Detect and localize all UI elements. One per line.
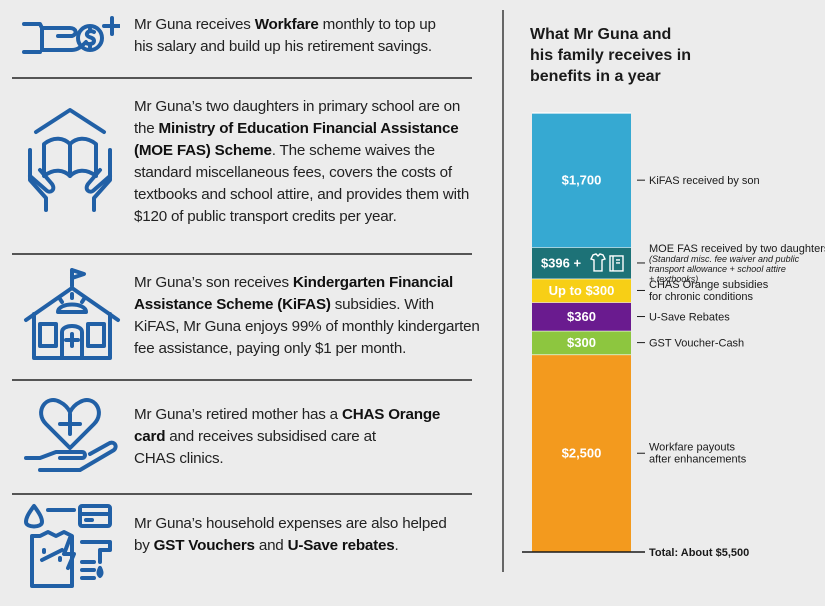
text-run: his salary and build up his retirement s… (134, 38, 432, 55)
text-run: monthly to top up (318, 16, 436, 33)
row-chas: Mr Guna’s retired mother has a CHAS Oran… (12, 392, 472, 482)
row-kifas: Mr Guna’s son receives Kindergarten Fina… (12, 268, 480, 369)
text-line: KiFAS, Mr Guna enjoys 99% of monthly kin… (134, 316, 484, 338)
heart-cross-hand-icon (20, 392, 124, 481)
segment-value-label: $396 + (541, 255, 582, 270)
bold-text: GST Vouchers (153, 537, 255, 554)
text-run: subsidies. With (330, 296, 434, 313)
category-note: + textbooks) (649, 274, 698, 284)
category-label: MOE FAS received by two daughters (649, 243, 825, 255)
text-line: CHAS clinics. (134, 448, 484, 470)
bold-text: card (134, 428, 166, 445)
text-line: Assistance Scheme (KiFAS) subsidies. Wit… (134, 294, 484, 316)
text-line: his salary and build up his retirement s… (134, 36, 484, 58)
category-note: transport allowance + school attire (649, 264, 786, 274)
category-label: for chronic conditions (649, 291, 753, 303)
bold-text: Assistance Scheme (KiFAS) (134, 296, 331, 313)
category-label: CHAS Orange subsidies (649, 279, 769, 291)
text-run: Mr Guna’s son receives (134, 274, 293, 291)
text-run: Mr Guna’s retired mother has a (134, 406, 342, 423)
kindergarten-building-icon (20, 268, 124, 369)
text-line: Mr Guna’s household expenses are also he… (134, 513, 484, 535)
bold-text: CHAS Orange (341, 406, 441, 423)
segment-value-label: $360 (567, 309, 596, 324)
divider (12, 493, 472, 495)
text-line: Mr Guna receives Workfare monthly to top… (134, 14, 484, 36)
benefits-chart-panel: What Mr Guna and his family receives in … (504, 0, 825, 606)
divider (12, 77, 472, 79)
total-label: Total: About $5,500 (649, 547, 749, 559)
text-line: by GST Vouchers and U-Save rebates. (134, 535, 484, 557)
category-label: after enhancements (649, 454, 747, 466)
row-workfare: Mr Guna receives Workfare monthly to top… (12, 14, 472, 64)
text-run: CHAS clinics. (134, 450, 224, 467)
text-run: . The scheme waives the (271, 142, 435, 159)
text-line: Mr Guna’s retired mother has a CHAS Oran… (134, 404, 484, 426)
text-run: textbooks and school attire, and provide… (134, 186, 470, 203)
text-line: the Ministry of Education Financial Assi… (134, 118, 484, 140)
segment-value-label: Up to $300 (549, 283, 615, 298)
bar-segment (532, 330, 631, 355)
bar-segment (532, 354, 631, 552)
household-bills-icon (20, 502, 124, 593)
divider (12, 379, 472, 381)
text-run: standard miscellaneous fees, covers the … (134, 164, 452, 181)
text-run: and (254, 537, 288, 554)
bold-text: Ministry of Education Financial Assistan… (158, 120, 459, 137)
text-line: (MOE FAS) Scheme. The scheme waives the (134, 140, 484, 162)
book-icon (609, 255, 624, 272)
row-gst: Mr Guna’s household expenses are also he… (12, 500, 472, 590)
text-run: fee assistance, paying only $1 per month… (134, 340, 407, 357)
chart-title: What Mr Guna and his family receives in … (530, 24, 730, 87)
text-line: card and receives subsidised care at (134, 426, 484, 448)
hand-coin-plus-icon (20, 14, 122, 67)
vertical-separator (502, 10, 504, 572)
text-run: . (394, 537, 399, 554)
text-run: Mr Guna receives (134, 16, 255, 33)
benefits-description-panel: Mr Guna receives Workfare monthly to top… (12, 14, 480, 590)
text-line: fee assistance, paying only $1 per month… (134, 338, 484, 360)
bar-segment (532, 278, 631, 303)
category-label: U-Save Rebates (649, 312, 730, 324)
shirt-icon (590, 253, 606, 272)
workfare-text: Mr Guna receives Workfare monthly to top… (134, 14, 484, 58)
text-line: textbooks and school attire, and provide… (134, 184, 484, 206)
text-line: $120 of public transport credits per yea… (134, 206, 484, 228)
category-label: Workfare payouts (649, 442, 736, 454)
kifas-text: Mr Guna’s son receives Kindergarten Fina… (134, 272, 484, 360)
hands-book-icon (20, 106, 120, 221)
segment-value-label: $300 (567, 335, 596, 350)
text-run: Mr Guna’s two daughters in primary schoo… (134, 98, 461, 115)
segment-value-label: $1,700 (562, 173, 602, 188)
divider (12, 253, 472, 255)
chart-title-line: his family receives in (530, 47, 691, 64)
text-run: Mr Guna’s household expenses are also he… (134, 515, 447, 532)
bar-segment (532, 247, 631, 279)
chart-title-line: benefits in a year (530, 68, 661, 85)
text-run: and receives subsidised care at (165, 428, 376, 445)
segment-value-label: $2,500 (562, 446, 602, 461)
bold-text: U-Save rebates (287, 537, 395, 554)
text-line: standard miscellaneous fees, covers the … (134, 162, 484, 184)
moe-fas-text: Mr Guna’s two daughters in primary schoo… (134, 96, 484, 228)
text-run: by (134, 537, 154, 554)
category-note: (Standard misc. fee waiver and public (649, 254, 800, 264)
bold-text: (MOE FAS) Scheme (134, 142, 272, 159)
gst-text: Mr Guna’s household expenses are also he… (134, 513, 484, 557)
category-label: KiFAS received by son (649, 175, 760, 187)
bold-text: Kindergarten Financial (292, 274, 454, 291)
text-line: Mr Guna’s son receives Kindergarten Fina… (134, 272, 484, 294)
row-moe-fas: Mr Guna’s two daughters in primary schoo… (12, 96, 472, 236)
category-label: GST Voucher-Cash (649, 338, 744, 350)
chart-title-line: What Mr Guna and (530, 26, 672, 43)
text-line: Mr Guna’s two daughters in primary schoo… (134, 96, 484, 118)
bar-segment (532, 113, 631, 248)
chas-text: Mr Guna’s retired mother has a CHAS Oran… (134, 404, 484, 470)
text-run: KiFAS, Mr Guna enjoys 99% of monthly kin… (134, 318, 480, 335)
text-run: the (134, 120, 159, 137)
bar-segment (532, 302, 631, 331)
bold-text: Workfare (254, 16, 319, 33)
text-run: $120 of public transport credits per yea… (134, 208, 397, 225)
